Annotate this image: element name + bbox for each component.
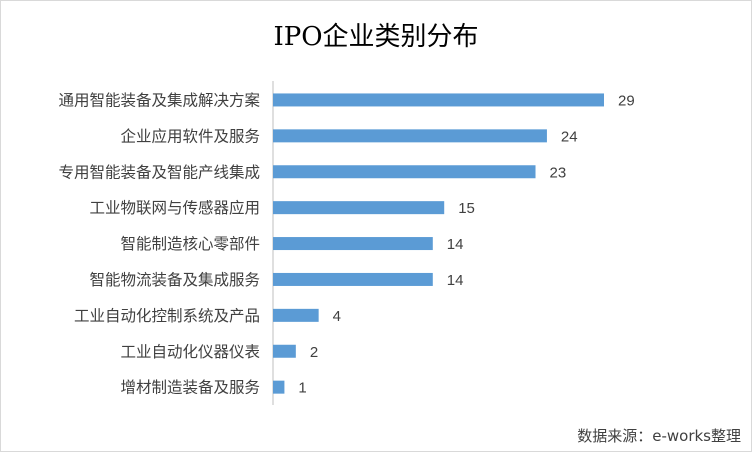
category-label: 增材制造装备及服务 bbox=[120, 379, 260, 397]
category-label: 工业自动化控制系统及产品 bbox=[74, 307, 260, 325]
category-label: 工业自动化仪器仪表 bbox=[120, 343, 260, 361]
category-label: 智能制造核心零部件 bbox=[120, 235, 260, 253]
data-label: 2 bbox=[310, 344, 318, 361]
chart-title: IPO企业类别分布 bbox=[273, 22, 478, 52]
bar bbox=[273, 129, 547, 143]
bar bbox=[273, 237, 433, 251]
data-label: 4 bbox=[333, 308, 341, 325]
data-label: 15 bbox=[458, 200, 475, 217]
category-label: 通用智能装备及集成解决方案 bbox=[58, 91, 260, 109]
data-label: 14 bbox=[447, 236, 464, 253]
bar bbox=[273, 272, 433, 286]
data-label: 29 bbox=[618, 92, 635, 109]
bar bbox=[273, 344, 296, 358]
category-label: 智能物流装备及集成服务 bbox=[89, 271, 260, 289]
category-label: 企业应用软件及服务 bbox=[120, 126, 260, 145]
bar bbox=[273, 165, 536, 179]
bar bbox=[273, 308, 319, 322]
category-label: 专用智能装备及智能产线集成 bbox=[58, 163, 260, 181]
source-note: 数据来源：e-works整理 bbox=[577, 427, 741, 445]
data-label: 24 bbox=[561, 128, 578, 145]
bar bbox=[273, 93, 604, 107]
data-label: 1 bbox=[298, 380, 306, 397]
category-label: 工业物联网与传感器应用 bbox=[89, 198, 260, 217]
bar bbox=[273, 380, 285, 394]
bar bbox=[273, 201, 445, 215]
data-label: 23 bbox=[550, 164, 567, 181]
data-label: 14 bbox=[447, 272, 464, 289]
